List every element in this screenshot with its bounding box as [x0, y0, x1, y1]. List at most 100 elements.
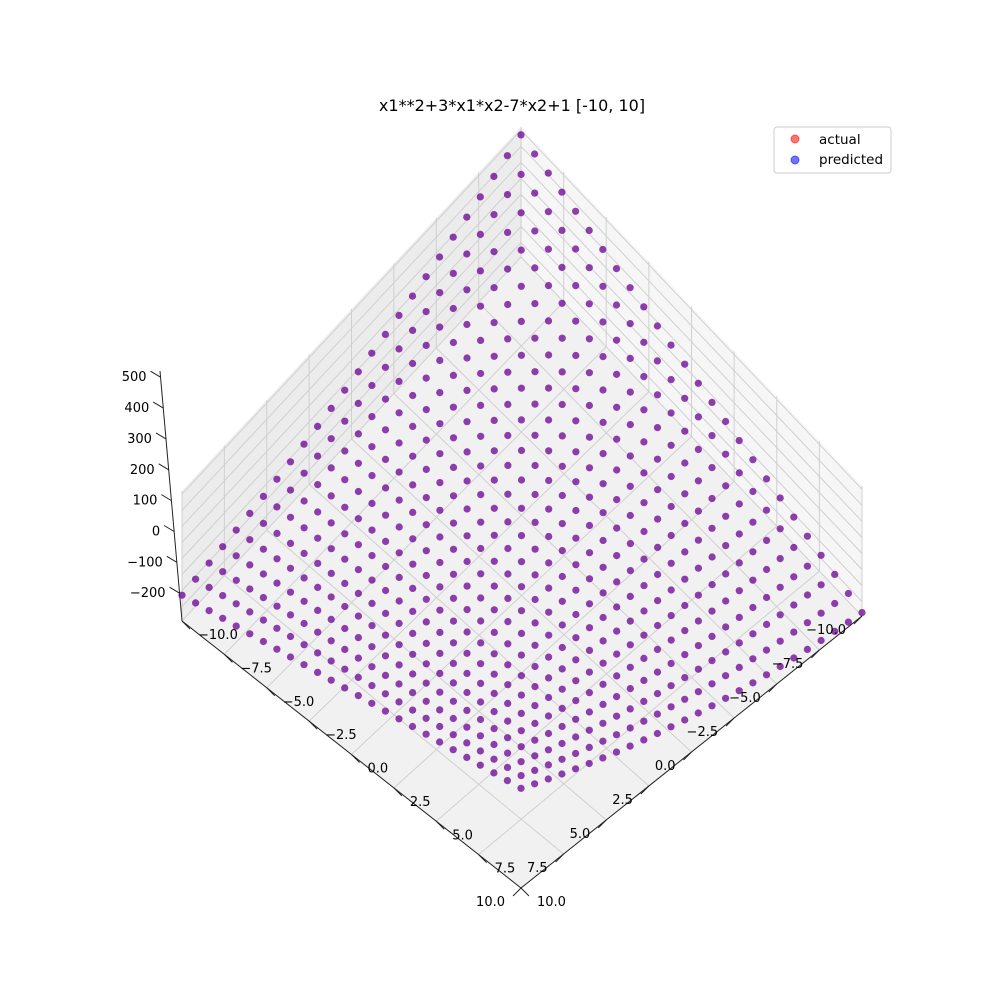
point-predicted: [503, 152, 511, 160]
chart-title: x1**2+3*x1*x2-7*x2+1 [-10, 10]: [379, 96, 645, 115]
point-actual: [395, 549, 403, 557]
point-predicted: [558, 400, 566, 409]
point-actual: [545, 653, 553, 661]
point-predicted: [300, 469, 308, 477]
point-actual: [300, 469, 308, 477]
point-actual: [382, 484, 390, 492]
point-predicted: [803, 562, 812, 570]
point-predicted: [640, 406, 648, 414]
point-actual: [368, 576, 376, 584]
point-actual: [449, 731, 457, 739]
point-actual: [558, 299, 566, 307]
point-actual: [585, 600, 594, 608]
point-actual: [477, 462, 485, 470]
point-predicted: [803, 619, 812, 627]
point-actual: [300, 497, 308, 505]
point-actual: [476, 732, 484, 740]
point-actual: [545, 505, 553, 513]
point-actual: [517, 784, 525, 792]
point-predicted: [436, 649, 444, 658]
point-predicted: [490, 769, 498, 777]
point-actual: [436, 558, 444, 567]
point-predicted: [409, 422, 417, 430]
point-actual: [762, 475, 771, 483]
y-tick-label: 7.5: [495, 862, 516, 877]
point-predicted: [612, 265, 621, 273]
point-actual: [490, 557, 498, 565]
point-predicted: [504, 461, 512, 469]
point-predicted: [449, 714, 457, 723]
point-predicted: [585, 549, 594, 557]
point-predicted: [436, 533, 444, 541]
point-actual: [354, 430, 362, 438]
point-predicted: [735, 559, 743, 567]
point-predicted: [368, 499, 376, 507]
point-actual: [395, 409, 403, 417]
point-actual: [463, 706, 471, 715]
point-actual: [354, 515, 362, 523]
point-predicted: [504, 699, 512, 708]
point-actual: [300, 524, 308, 532]
point-actual: [341, 503, 349, 511]
point-actual: [354, 541, 362, 549]
point-predicted: [192, 599, 200, 607]
point-actual: [368, 682, 376, 690]
point-actual: [192, 575, 200, 583]
point-actual: [449, 746, 457, 754]
point-predicted: [477, 660, 485, 668]
point-predicted: [722, 542, 730, 550]
point-predicted: [517, 351, 526, 359]
point-actual: [490, 416, 498, 424]
point-predicted: [368, 643, 376, 651]
y-tick-mark: [478, 854, 487, 863]
point-predicted: [708, 680, 716, 688]
point-predicted: [409, 706, 417, 714]
point-predicted: [517, 629, 526, 638]
point-actual: [667, 659, 675, 668]
point-predicted: [381, 363, 389, 371]
point-actual: [300, 661, 308, 669]
point-predicted: [517, 758, 525, 766]
point-predicted: [259, 570, 267, 578]
point-actual: [246, 561, 254, 569]
point-actual: [558, 739, 566, 748]
point-actual: [653, 357, 662, 365]
point-predicted: [381, 631, 390, 639]
point-actual: [382, 511, 390, 519]
point-actual: [490, 725, 498, 733]
point-predicted: [722, 512, 730, 520]
point-actual: [381, 426, 390, 434]
point-actual: [831, 570, 839, 579]
point-actual: [395, 597, 403, 605]
point-actual: [694, 477, 703, 485]
point-actual: [708, 702, 716, 710]
point-actual: [463, 723, 471, 731]
point-actual: [776, 611, 784, 619]
point-actual: [449, 492, 458, 500]
point-predicted: [667, 531, 675, 540]
point-actual: [422, 660, 430, 668]
point-actual: [327, 464, 335, 472]
point-actual: [436, 420, 444, 428]
point-predicted: [368, 472, 376, 480]
point-actual: [749, 655, 757, 663]
y-tick-mark: [224, 654, 233, 663]
point-predicted: [517, 651, 526, 659]
point-actual: [219, 568, 227, 576]
grid-line: [266, 529, 607, 821]
point-actual: [463, 582, 471, 590]
point-actual: [517, 384, 526, 392]
point-predicted: [314, 559, 322, 568]
point-actual: [572, 207, 580, 215]
point-actual: [681, 360, 689, 368]
point-actual: [341, 447, 349, 455]
point-actual: [409, 481, 417, 489]
point-predicted: [694, 665, 703, 673]
point-predicted: [354, 399, 362, 407]
point-actual: [449, 594, 458, 602]
point-predicted: [653, 690, 662, 698]
point-predicted: [585, 575, 594, 583]
point-predicted: [599, 450, 607, 458]
x-tick-label: 10.0: [476, 895, 505, 910]
point-predicted: [259, 637, 267, 646]
